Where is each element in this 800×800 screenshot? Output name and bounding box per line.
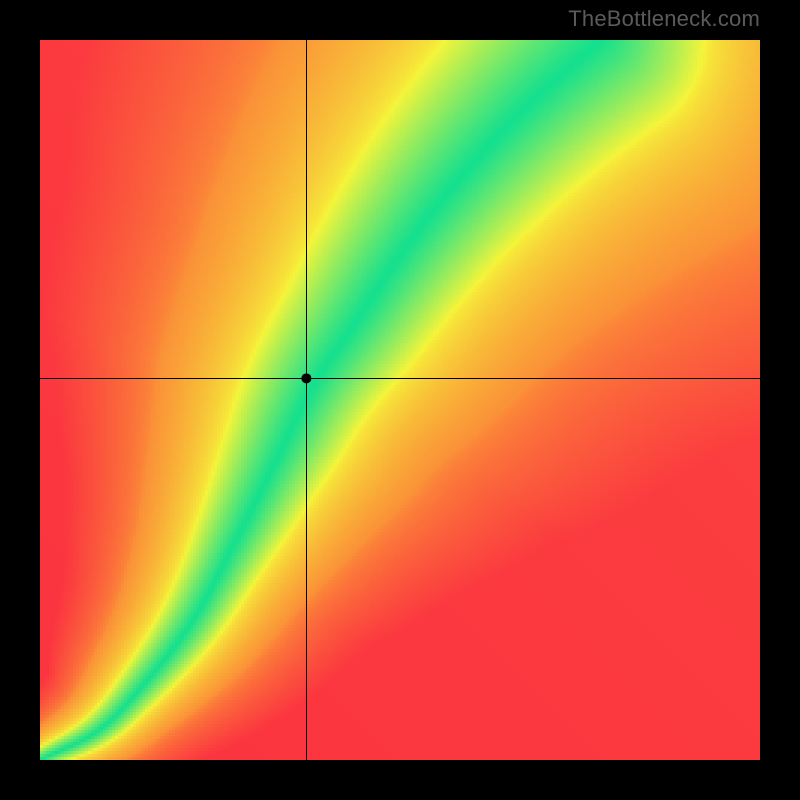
heatmap-canvas bbox=[0, 0, 800, 800]
chart-container: TheBottleneck.com bbox=[0, 0, 800, 800]
watermark-text: TheBottleneck.com bbox=[568, 6, 760, 32]
